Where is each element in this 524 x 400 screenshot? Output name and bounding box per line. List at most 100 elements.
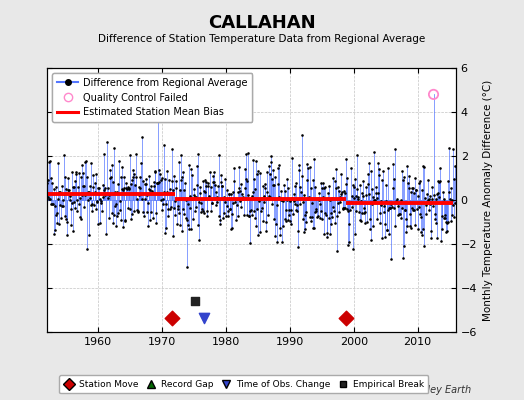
Point [225, 206, 234, 213]
Point [217, 179, 225, 186]
Point [413, 206, 421, 212]
Point [182, 264, 191, 270]
Point [286, 198, 294, 204]
Point [156, 177, 165, 184]
Point [312, 208, 321, 214]
Point [318, 216, 326, 222]
Point [45, 196, 53, 202]
Point [238, 196, 247, 202]
Text: CALLAHAN: CALLAHAN [208, 14, 316, 32]
Point [187, 226, 195, 232]
Point [172, 178, 181, 184]
Point [320, 230, 328, 237]
Point [332, 166, 340, 172]
Point [286, 217, 294, 224]
Point [261, 181, 269, 187]
Point [431, 216, 439, 222]
Point [248, 192, 256, 199]
Point [272, 220, 280, 227]
Point [364, 191, 373, 197]
Point [144, 222, 152, 229]
Point [309, 225, 317, 231]
Point [362, 184, 370, 190]
Point [98, 208, 106, 214]
Point [271, 174, 279, 180]
Point [270, 181, 279, 188]
Point [446, 196, 454, 202]
Point [339, 204, 347, 211]
Point [127, 177, 136, 183]
Point [74, 170, 83, 177]
Point [137, 190, 145, 197]
Point [266, 171, 274, 178]
Point [119, 187, 127, 193]
Point [122, 184, 130, 191]
Point [288, 155, 296, 161]
Point [331, 185, 340, 191]
Point [301, 226, 310, 232]
Point [222, 202, 231, 209]
Point [151, 169, 159, 175]
Point [163, 168, 171, 174]
Point [342, 181, 351, 188]
Point [410, 190, 418, 196]
Point [138, 134, 147, 140]
Point [316, 208, 325, 214]
Point [351, 176, 359, 182]
Point [106, 167, 114, 173]
Point [204, 183, 213, 189]
Point [348, 182, 357, 188]
Point [290, 198, 298, 204]
Point [326, 221, 335, 228]
Point [433, 235, 441, 242]
Point [443, 228, 451, 234]
Point [275, 162, 283, 168]
Point [432, 220, 440, 226]
Point [114, 210, 123, 216]
Point [110, 145, 118, 151]
Point [406, 223, 414, 230]
Point [385, 205, 393, 211]
Point [57, 215, 65, 221]
Point [127, 216, 135, 222]
Point [269, 182, 277, 189]
Point [209, 173, 217, 179]
Point [373, 195, 381, 201]
Point [260, 185, 269, 191]
Point [341, 190, 350, 196]
Point [397, 205, 406, 211]
Point [215, 152, 223, 158]
Point [109, 178, 117, 185]
Point [200, 210, 209, 216]
Point [390, 205, 398, 212]
Point [416, 178, 424, 184]
Point [180, 210, 188, 217]
Point [114, 181, 122, 187]
Point [354, 196, 362, 202]
Point [398, 255, 407, 261]
Point [233, 202, 242, 208]
Point [358, 190, 366, 196]
Point [240, 195, 248, 202]
Point [269, 167, 278, 174]
Point [115, 207, 124, 214]
Point [220, 210, 228, 216]
Point [263, 169, 271, 175]
Point [354, 194, 363, 201]
Point [126, 181, 135, 187]
Point [311, 209, 320, 216]
Point [60, 191, 69, 197]
Point [56, 202, 64, 208]
Point [120, 174, 128, 181]
Point [243, 212, 251, 218]
Point [412, 187, 421, 194]
Point [370, 197, 379, 203]
Point [224, 191, 233, 197]
Point [86, 160, 95, 166]
Point [268, 201, 276, 207]
Point [357, 198, 365, 204]
Point [387, 256, 395, 262]
Point [118, 163, 126, 170]
Point [267, 159, 276, 166]
Point [261, 219, 270, 226]
